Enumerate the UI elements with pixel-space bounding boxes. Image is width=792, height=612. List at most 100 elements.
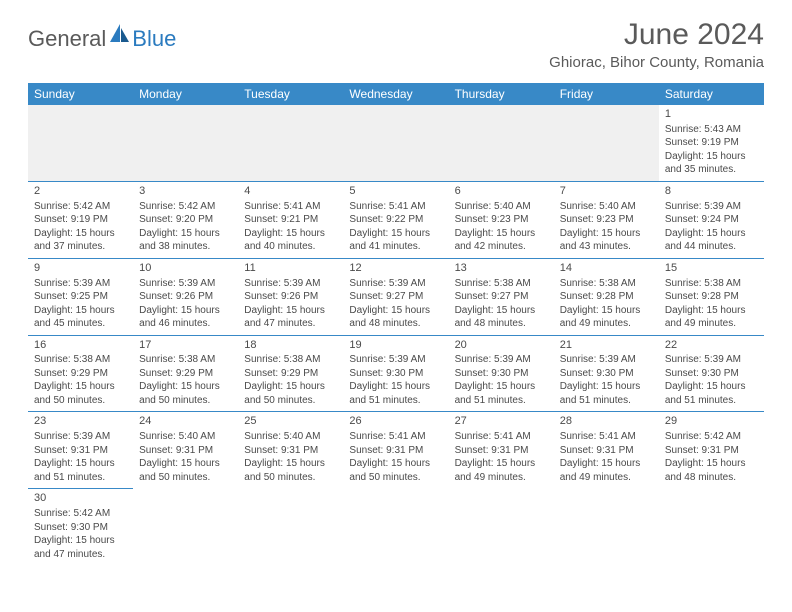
day-detail: Sunset: 9:23 PM: [560, 213, 653, 227]
calendar-cell: 12Sunrise: 5:39 AMSunset: 9:27 PMDayligh…: [343, 258, 448, 335]
day-detail: Daylight: 15 hours: [665, 380, 758, 394]
day-detail: and 48 minutes.: [349, 317, 442, 331]
day-detail: Sunrise: 5:39 AM: [455, 353, 548, 367]
day-number: 7: [560, 184, 653, 199]
day-detail: and 51 minutes.: [349, 394, 442, 408]
day-number: 26: [349, 414, 442, 429]
day-detail: Daylight: 15 hours: [139, 457, 232, 471]
day-detail: Sunrise: 5:41 AM: [244, 200, 337, 214]
day-detail: Sunrise: 5:39 AM: [244, 277, 337, 291]
calendar-cell: 1Sunrise: 5:43 AMSunset: 9:19 PMDaylight…: [659, 105, 764, 181]
month-title: June 2024: [549, 18, 764, 52]
day-number: 19: [349, 338, 442, 353]
day-detail: Sunset: 9:29 PM: [244, 367, 337, 381]
day-detail: Daylight: 15 hours: [349, 304, 442, 318]
calendar-cell: [554, 489, 659, 565]
day-detail: Daylight: 15 hours: [560, 227, 653, 241]
day-detail: and 51 minutes.: [560, 394, 653, 408]
day-detail: Sunrise: 5:38 AM: [560, 277, 653, 291]
logo-sail-icon: [110, 24, 130, 47]
day-detail: Sunrise: 5:41 AM: [349, 430, 442, 444]
day-number: 8: [665, 184, 758, 199]
day-detail: Sunset: 9:25 PM: [34, 290, 127, 304]
day-detail: Sunset: 9:27 PM: [455, 290, 548, 304]
calendar-cell: 30Sunrise: 5:42 AMSunset: 9:30 PMDayligh…: [28, 489, 133, 565]
calendar-row: 9Sunrise: 5:39 AMSunset: 9:25 PMDaylight…: [28, 258, 764, 335]
day-detail: Sunrise: 5:43 AM: [665, 123, 758, 137]
day-detail: Daylight: 15 hours: [665, 304, 758, 318]
day-detail: Sunrise: 5:38 AM: [34, 353, 127, 367]
day-detail: and 41 minutes.: [349, 240, 442, 254]
day-detail: Sunrise: 5:40 AM: [560, 200, 653, 214]
calendar-row: 1Sunrise: 5:43 AMSunset: 9:19 PMDaylight…: [28, 105, 764, 181]
calendar-cell: 17Sunrise: 5:38 AMSunset: 9:29 PMDayligh…: [133, 335, 238, 412]
day-number: 14: [560, 261, 653, 276]
day-detail: Sunrise: 5:39 AM: [560, 353, 653, 367]
day-detail: and 49 minutes.: [455, 471, 548, 485]
day-detail: and 48 minutes.: [455, 317, 548, 331]
day-detail: and 43 minutes.: [560, 240, 653, 254]
day-detail: Sunset: 9:30 PM: [560, 367, 653, 381]
day-detail: Sunrise: 5:41 AM: [455, 430, 548, 444]
day-detail: Daylight: 15 hours: [665, 227, 758, 241]
day-detail: Daylight: 15 hours: [455, 380, 548, 394]
day-detail: Sunrise: 5:42 AM: [665, 430, 758, 444]
day-detail: Sunrise: 5:42 AM: [34, 507, 127, 521]
day-detail: Sunset: 9:26 PM: [139, 290, 232, 304]
day-detail: Sunrise: 5:39 AM: [34, 277, 127, 291]
day-detail: Daylight: 15 hours: [665, 457, 758, 471]
calendar-cell: 14Sunrise: 5:38 AMSunset: 9:28 PMDayligh…: [554, 258, 659, 335]
title-block: June 2024 Ghiorac, Bihor County, Romania: [549, 18, 764, 71]
day-detail: and 40 minutes.: [244, 240, 337, 254]
day-detail: and 50 minutes.: [244, 471, 337, 485]
day-detail: Sunset: 9:31 PM: [34, 444, 127, 458]
calendar-row: 16Sunrise: 5:38 AMSunset: 9:29 PMDayligh…: [28, 335, 764, 412]
calendar-cell: 16Sunrise: 5:38 AMSunset: 9:29 PMDayligh…: [28, 335, 133, 412]
day-detail: Daylight: 15 hours: [455, 304, 548, 318]
calendar-cell: 11Sunrise: 5:39 AMSunset: 9:26 PMDayligh…: [238, 258, 343, 335]
day-detail: and 49 minutes.: [560, 471, 653, 485]
day-number: 23: [34, 414, 127, 429]
day-detail: Sunrise: 5:42 AM: [34, 200, 127, 214]
calendar-cell: [343, 105, 448, 181]
day-detail: Sunset: 9:31 PM: [139, 444, 232, 458]
day-number: 20: [455, 338, 548, 353]
day-detail: Sunrise: 5:39 AM: [349, 353, 442, 367]
day-detail: Sunset: 9:20 PM: [139, 213, 232, 227]
calendar-cell: [659, 489, 764, 565]
day-detail: and 46 minutes.: [139, 317, 232, 331]
day-detail: Daylight: 15 hours: [34, 380, 127, 394]
day-detail: Daylight: 15 hours: [349, 457, 442, 471]
day-detail: Sunrise: 5:40 AM: [455, 200, 548, 214]
day-detail: Sunset: 9:19 PM: [34, 213, 127, 227]
day-header: Friday: [554, 83, 659, 105]
day-number: 11: [244, 261, 337, 276]
day-header-row: Sunday Monday Tuesday Wednesday Thursday…: [28, 83, 764, 105]
day-number: 9: [34, 261, 127, 276]
header: General Blue June 2024 Ghiorac, Bihor Co…: [28, 18, 764, 71]
day-number: 27: [455, 414, 548, 429]
calendar-cell: 7Sunrise: 5:40 AMSunset: 9:23 PMDaylight…: [554, 181, 659, 258]
calendar-cell: [238, 105, 343, 181]
day-number: 22: [665, 338, 758, 353]
day-detail: Sunset: 9:30 PM: [349, 367, 442, 381]
day-detail: Daylight: 15 hours: [560, 457, 653, 471]
day-number: 12: [349, 261, 442, 276]
day-detail: Sunrise: 5:38 AM: [139, 353, 232, 367]
day-number: 24: [139, 414, 232, 429]
calendar-cell: 6Sunrise: 5:40 AMSunset: 9:23 PMDaylight…: [449, 181, 554, 258]
calendar-cell: [449, 489, 554, 565]
day-number: 17: [139, 338, 232, 353]
logo: General Blue: [28, 24, 176, 53]
day-detail: and 51 minutes.: [665, 394, 758, 408]
day-detail: Sunrise: 5:39 AM: [139, 277, 232, 291]
day-number: 13: [455, 261, 548, 276]
calendar-cell: 8Sunrise: 5:39 AMSunset: 9:24 PMDaylight…: [659, 181, 764, 258]
calendar-cell: 3Sunrise: 5:42 AMSunset: 9:20 PMDaylight…: [133, 181, 238, 258]
day-number: 5: [349, 184, 442, 199]
day-detail: Sunset: 9:31 PM: [244, 444, 337, 458]
day-detail: and 49 minutes.: [665, 317, 758, 331]
calendar-cell: 19Sunrise: 5:39 AMSunset: 9:30 PMDayligh…: [343, 335, 448, 412]
location: Ghiorac, Bihor County, Romania: [549, 54, 764, 71]
day-detail: Daylight: 15 hours: [139, 304, 232, 318]
